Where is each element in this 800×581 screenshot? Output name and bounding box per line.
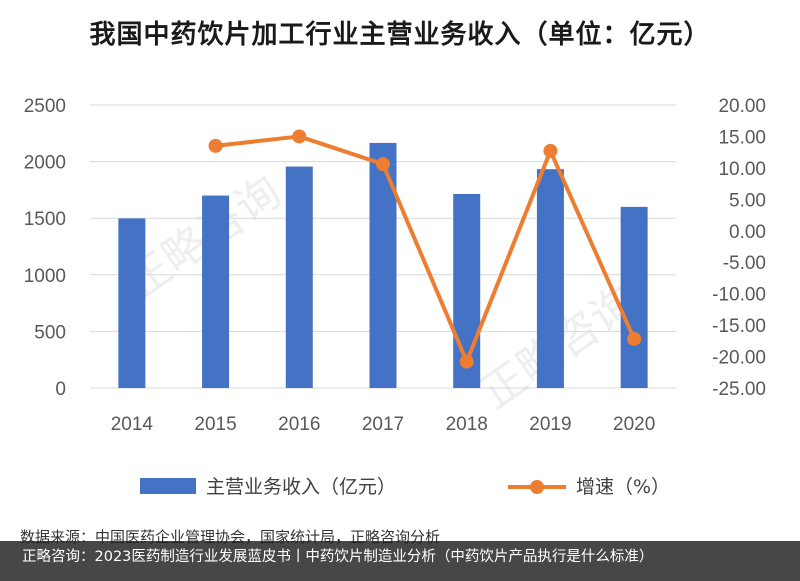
left-tick-label: 1500 — [24, 209, 66, 230]
bar — [536, 169, 564, 388]
right-tick-label: 15.00 — [718, 127, 766, 148]
line-point — [627, 331, 642, 346]
bar — [202, 195, 230, 388]
right-tick-label: -5.00 — [723, 253, 766, 274]
chart-title: 我国中药饮片加工行业主营业务收入（单位：亿元） — [89, 20, 711, 50]
left-tick-label: 2000 — [24, 153, 66, 174]
right-tick-label: 0.00 — [729, 222, 766, 243]
x-tick-label: 2014 — [111, 414, 154, 435]
line-point — [208, 138, 223, 153]
right-tick-label: -10.00 — [712, 285, 766, 306]
x-axis: 2014 2015 2016 2017 2018 2019 2020 — [111, 414, 656, 435]
line-point — [292, 129, 307, 144]
growth-line — [215, 134, 636, 364]
legend-line-marker — [530, 480, 544, 494]
right-tick-label: 20.00 — [718, 96, 766, 117]
right-tick-label: 10.00 — [718, 159, 766, 180]
legend-bar-swatch — [140, 478, 196, 494]
x-tick-label: 2015 — [194, 414, 236, 435]
left-tick-label: 2500 — [24, 96, 66, 117]
left-tick-label: 500 — [34, 322, 66, 343]
bar — [118, 218, 146, 388]
line-series — [208, 129, 642, 369]
footer-text: 正略咨询：2023医药制造行业发展蓝皮书丨中药饮片制造业分析（中药饮片产品执行是… — [22, 549, 654, 565]
line-point — [543, 143, 558, 158]
x-tick-label: 2020 — [613, 414, 655, 435]
bar — [285, 166, 313, 388]
left-axis: 2500 2000 1500 1000 500 0 — [24, 96, 66, 400]
right-tick-label: 5.00 — [729, 190, 766, 211]
right-tick-label: -25.00 — [712, 379, 766, 400]
legend: 主营业务收入（亿元） 增速（%） — [140, 476, 670, 498]
legend-bar-label: 主营业务收入（亿元） — [206, 476, 396, 498]
x-tick-label: 2017 — [362, 414, 404, 435]
bar — [620, 206, 648, 388]
line-point — [459, 354, 474, 369]
legend-line-label: 增速（%） — [576, 476, 670, 498]
x-tick-label: 2019 — [529, 414, 571, 435]
x-tick-label: 2016 — [278, 414, 320, 435]
left-tick-label: 1000 — [24, 266, 66, 287]
right-tick-label: -20.00 — [712, 348, 766, 369]
bar — [369, 142, 397, 388]
footer-bar: 正略咨询：2023医药制造行业发展蓝皮书丨中药饮片制造业分析（中药饮片产品执行是… — [0, 541, 800, 581]
line-point — [376, 157, 390, 172]
right-tick-label: -15.00 — [712, 316, 766, 337]
right-axis: 20.00 15.00 10.00 5.00 0.00 -5.00 -10.00 -15.00… — [712, 96, 766, 400]
left-tick-label: 0 — [55, 379, 66, 400]
x-tick-label: 2018 — [446, 414, 488, 435]
